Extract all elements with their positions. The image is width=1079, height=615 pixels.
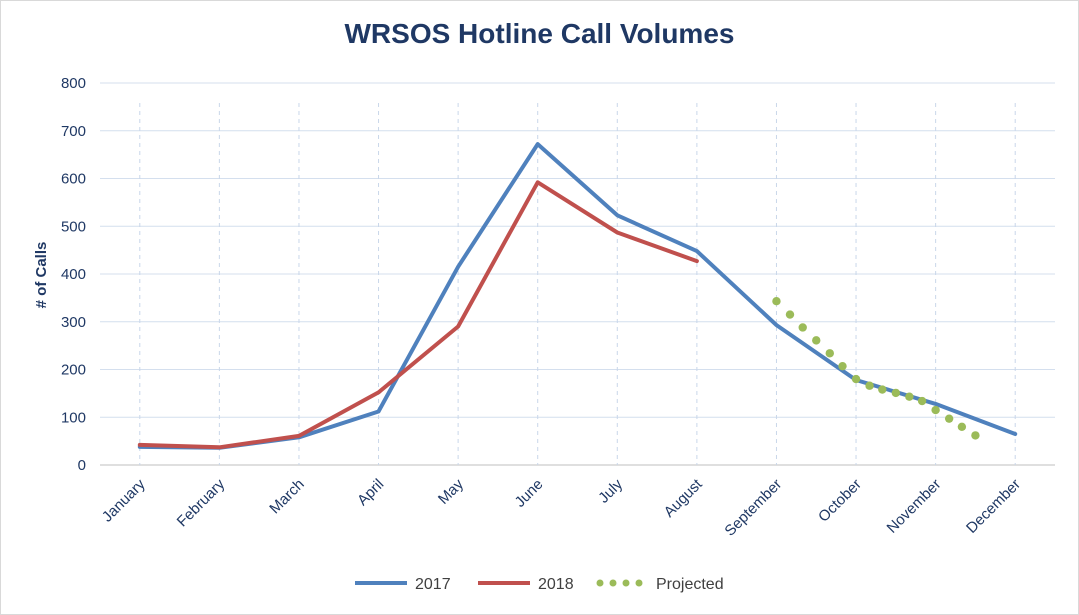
projected-point <box>944 414 954 423</box>
projected-point <box>865 381 874 390</box>
x-axis-tick-labels: January February March April May June July Augu… <box>99 475 1024 539</box>
x-tick-label: March <box>266 476 307 517</box>
gridlines <box>100 82 1055 466</box>
legend: 2017 2018 Projected <box>355 576 724 593</box>
y-tick-label: 200 <box>61 362 86 379</box>
projected-point <box>905 392 914 401</box>
legend-swatch-projected <box>596 579 604 587</box>
x-tick-label: June <box>512 476 547 511</box>
y-tick-label: 800 <box>61 75 86 92</box>
projected-point <box>878 385 887 394</box>
legend-swatch-projected <box>635 579 643 587</box>
projected-point <box>785 310 795 319</box>
y-tick-label: 700 <box>61 123 86 140</box>
x-tick-label: April <box>354 476 387 509</box>
x-tick-label: October <box>815 476 865 526</box>
x-tick-label: May <box>435 475 467 507</box>
projected-point <box>971 431 980 440</box>
projected-point <box>891 388 901 398</box>
series-line-2018 <box>137 180 699 450</box>
x-tick-label: December <box>963 476 1024 537</box>
y-tick-label: 400 <box>61 266 86 283</box>
series-group <box>137 142 1018 450</box>
legend-swatch-projected <box>622 579 630 587</box>
projected-point <box>838 361 847 371</box>
category-guidelines <box>139 103 1016 465</box>
x-tick-label: September <box>721 476 785 540</box>
legend-label: 2017 <box>415 576 451 593</box>
projected-point <box>812 336 821 345</box>
projected-point <box>917 396 927 406</box>
series-line-2017 <box>137 142 1018 450</box>
y-tick-label: 600 <box>61 171 86 188</box>
x-tick-label: January <box>99 475 149 525</box>
legend-swatch-projected <box>609 579 617 587</box>
y-tick-label: 100 <box>61 409 86 426</box>
projected-point <box>931 405 940 415</box>
projected-point <box>772 297 781 306</box>
projected-point <box>957 422 967 431</box>
projected-point <box>825 349 834 358</box>
x-tick-label: November <box>883 476 944 537</box>
y-tick-label: 0 <box>78 457 86 474</box>
projected-point <box>851 374 861 384</box>
y-axis-tick-labels: 0 100 200 300 400 500 600 700 800 <box>61 75 86 474</box>
projected-point <box>798 323 807 332</box>
y-tick-label: 300 <box>61 314 86 331</box>
legend-label: Projected <box>656 576 724 593</box>
x-tick-label: February <box>174 475 229 530</box>
chart-title: WRSOS Hotline Call Volumes <box>344 18 735 49</box>
x-tick-label: July <box>595 475 626 506</box>
legend-label: 2018 <box>538 576 574 593</box>
y-axis-title: # of Calls <box>33 242 50 309</box>
x-tick-label: August <box>661 475 707 521</box>
y-tick-label: 500 <box>61 218 86 235</box>
